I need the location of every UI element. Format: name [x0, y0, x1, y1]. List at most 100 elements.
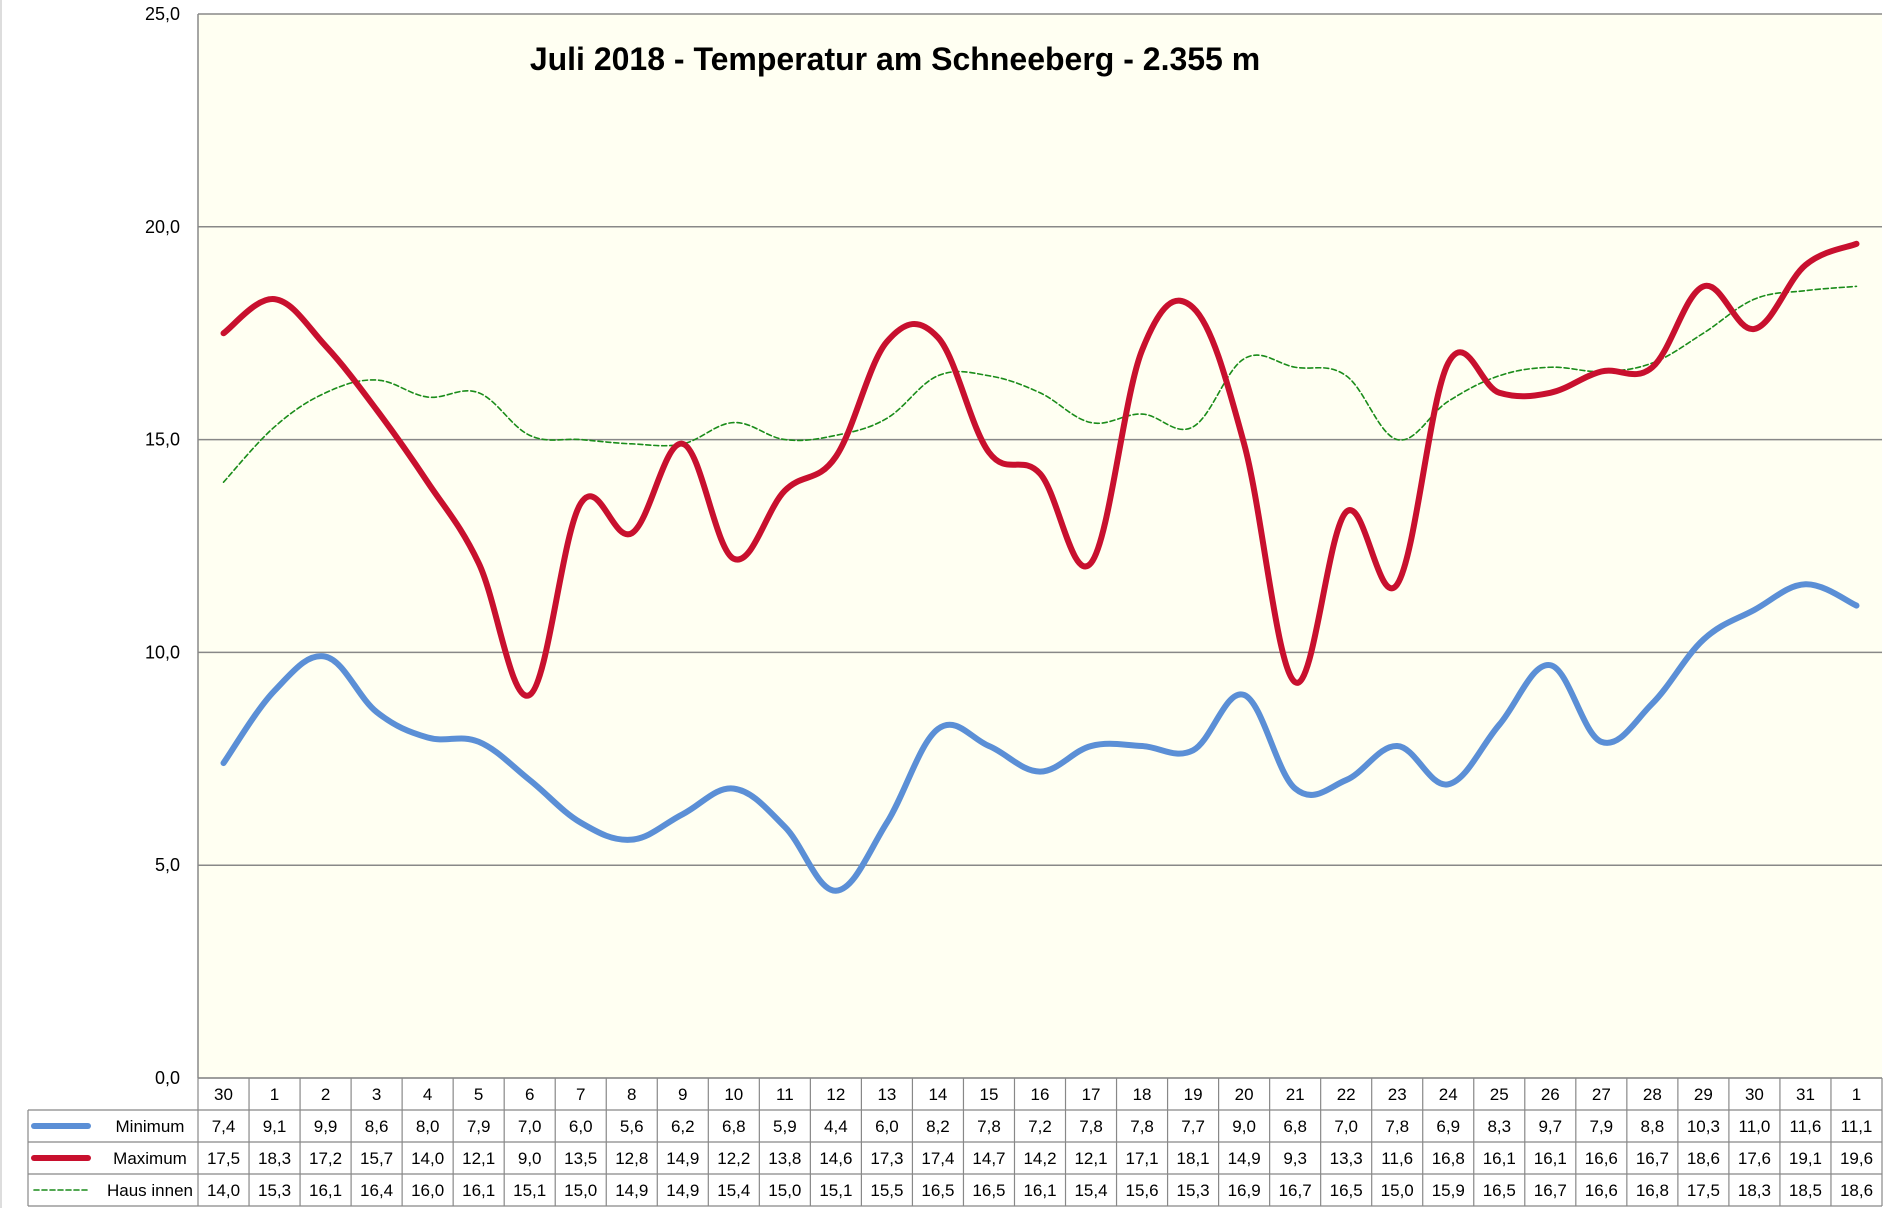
data-table-cell: 7,8	[977, 1117, 1001, 1136]
x-tick-label: 14	[928, 1085, 947, 1104]
y-tick-label: 25,0	[145, 4, 180, 24]
data-table-cell: 12,8	[615, 1149, 648, 1168]
data-table-cell: 18,6	[1687, 1149, 1720, 1168]
data-table-cell: 8,2	[926, 1117, 950, 1136]
data-table-cell: 12,2	[717, 1149, 750, 1168]
data-table-cell: 8,0	[416, 1117, 440, 1136]
data-table-cell: 9,3	[1283, 1149, 1307, 1168]
data-table-cell: 14,9	[666, 1149, 699, 1168]
data-table-cell: 16,1	[1023, 1181, 1056, 1200]
data-table-cell: 17,4	[921, 1149, 954, 1168]
data-table-cell: 14,7	[972, 1149, 1005, 1168]
y-tick-label: 10,0	[145, 642, 180, 662]
data-table-cell: 7,7	[1181, 1117, 1205, 1136]
data-table-cell: 12,1	[1074, 1149, 1107, 1168]
x-tick-label: 26	[1541, 1085, 1560, 1104]
data-table-cell: 16,7	[1279, 1181, 1312, 1200]
data-table-cell: 7,8	[1130, 1117, 1154, 1136]
x-tick-label: 3	[372, 1085, 381, 1104]
data-table-cell: 15,1	[513, 1181, 546, 1200]
data-table-cell: 16,8	[1432, 1149, 1465, 1168]
x-tick-label: 2	[321, 1085, 330, 1104]
x-tick-label: 15	[980, 1085, 999, 1104]
data-table-cell: 6,0	[569, 1117, 593, 1136]
x-tick-label: 23	[1388, 1085, 1407, 1104]
x-tick-label: 24	[1439, 1085, 1458, 1104]
data-table-cell: 15,1	[819, 1181, 852, 1200]
data-table-cell: 12,1	[462, 1149, 495, 1168]
data-table-cell: 11,1	[1841, 1117, 1873, 1136]
series-line-minimum	[220, 581, 1860, 894]
data-table-cell: 14,0	[207, 1181, 240, 1200]
data-table-cell: 7,0	[1334, 1117, 1358, 1136]
data-table-cell: 17,6	[1738, 1149, 1771, 1168]
x-tick-label: 31	[1796, 1085, 1815, 1104]
data-table-cell: 16,1	[462, 1181, 495, 1200]
data-table-cell: 7,0	[518, 1117, 542, 1136]
x-tick-label: 1	[1852, 1085, 1861, 1104]
data-table-cell: 15,7	[360, 1149, 393, 1168]
data-table-cell: 16,4	[360, 1181, 393, 1200]
x-tick-label: 6	[525, 1085, 534, 1104]
data-table-cell: 15,9	[1432, 1181, 1465, 1200]
data-table-cell: 15,0	[1381, 1181, 1414, 1200]
x-tick-label: 4	[423, 1085, 432, 1104]
data-table-cell: 16,6	[1585, 1181, 1618, 1200]
data-table-cell: 17,1	[1126, 1149, 1159, 1168]
data-table-cell: 14,9	[666, 1181, 699, 1200]
data-table-cell: 16,1	[1534, 1149, 1567, 1168]
data-table-cell: 13,3	[1330, 1149, 1363, 1168]
x-tick-label: 1	[270, 1085, 279, 1104]
data-table-cell: 10,3	[1687, 1117, 1720, 1136]
x-tick-label: 28	[1643, 1085, 1662, 1104]
data-table-cell: 19,6	[1840, 1149, 1873, 1168]
data-table-cell: 14,2	[1023, 1149, 1056, 1168]
data-table-cell: 15,0	[768, 1181, 801, 1200]
data-table-cell: 16,5	[1330, 1181, 1363, 1200]
data-table-cell: 15,4	[1074, 1181, 1107, 1200]
data-table-cell: 14,6	[819, 1149, 852, 1168]
y-tick-label: 15,0	[145, 430, 180, 450]
y-tick-label: 5,0	[155, 855, 180, 875]
data-table-cell: 6,0	[875, 1117, 899, 1136]
data-table-cell: 16,7	[1534, 1181, 1567, 1200]
data-table-cell: 18,1	[1177, 1149, 1210, 1168]
plot-area	[198, 14, 1882, 1078]
data-table-cell: 11,6	[1790, 1117, 1822, 1136]
data-table-cell: 14,0	[411, 1149, 444, 1168]
data-table-cell: 18,3	[258, 1149, 291, 1168]
data-table-cell: 13,8	[768, 1149, 801, 1168]
data-table-cell: 15,3	[1177, 1181, 1210, 1200]
x-tick-label: 19	[1184, 1085, 1203, 1104]
data-table-cell: 8,8	[1641, 1117, 1665, 1136]
data-table-cell: 9,0	[518, 1149, 542, 1168]
data-table-cell: 8,6	[365, 1117, 389, 1136]
data-table-cell: 17,5	[207, 1149, 240, 1168]
data-table-cell: 16,9	[1228, 1181, 1261, 1200]
series-line-haus-innen	[222, 285, 1858, 483]
data-table-cell: 15,0	[564, 1181, 597, 1200]
x-tick-label: 30	[214, 1085, 233, 1104]
data-table-cell: 15,3	[258, 1181, 291, 1200]
data-table-cell: 16,1	[1483, 1149, 1516, 1168]
data-table-cell: 16,6	[1585, 1149, 1618, 1168]
x-tick-label: 16	[1031, 1085, 1050, 1104]
x-tick-label: 27	[1592, 1085, 1611, 1104]
data-table-cell: 18,6	[1840, 1181, 1873, 1200]
data-table-cell: 9,0	[1232, 1117, 1256, 1136]
x-tick-label: 20	[1235, 1085, 1254, 1104]
x-tick-label: 17	[1082, 1085, 1101, 1104]
legend-label: Maximum	[113, 1149, 187, 1168]
data-table-cell: 16,0	[411, 1181, 444, 1200]
data-table-cell: 6,2	[671, 1117, 695, 1136]
legend-label: Haus innen	[107, 1181, 193, 1200]
data-table-cell: 16,5	[1483, 1181, 1516, 1200]
x-tick-label: 8	[627, 1085, 636, 1104]
data-table-cell: 11,6	[1381, 1149, 1413, 1168]
data-table-cell: 16,5	[972, 1181, 1005, 1200]
data-table-cell: 16,7	[1636, 1149, 1669, 1168]
series-line-maximum	[220, 240, 1860, 699]
data-table-cell: 9,9	[314, 1117, 338, 1136]
